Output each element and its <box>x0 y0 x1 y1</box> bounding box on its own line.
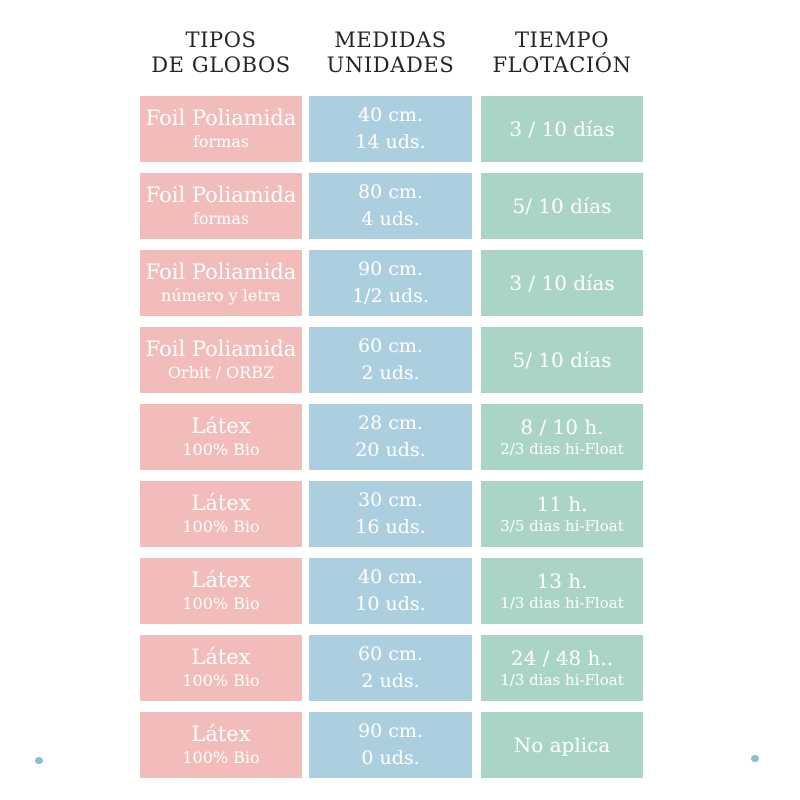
float-cell: No aplica <box>481 712 643 778</box>
type-cell: Foil Poliamida formas <box>140 173 302 239</box>
type-sublabel: número y letra <box>161 285 281 305</box>
table-rows: Foil Poliamida formas 40 cm. 14 uds. 3 /… <box>140 96 643 778</box>
table-row: Látex 100% Bio 30 cm. 16 uds. 11 h. 3/5 … <box>140 481 643 547</box>
type-cell: Foil Poliamida Orbit / ORBZ <box>140 327 302 393</box>
units-label: 16 uds. <box>355 516 426 538</box>
units-label: 20 uds. <box>355 439 426 461</box>
float-cell: 5/ 10 días <box>481 173 643 239</box>
size-label: 90 cm. <box>358 258 423 280</box>
size-cell: 40 cm. 10 uds. <box>309 558 472 624</box>
size-label: 30 cm. <box>358 489 423 511</box>
size-cell: 90 cm. 0 uds. <box>309 712 472 778</box>
type-sublabel: 100% Bio <box>182 439 260 459</box>
table-row: Foil Poliamida formas 40 cm. 14 uds. 3 /… <box>140 96 643 162</box>
type-label: Látex <box>191 721 251 746</box>
size-label: 80 cm. <box>358 181 423 203</box>
header-line-2: UNIDADES <box>326 53 455 77</box>
type-cell: Foil Poliamida número y letra <box>140 250 302 316</box>
float-label: 13 h. <box>536 569 588 593</box>
decor-dot-right <box>751 755 759 762</box>
table-row: Foil Poliamida formas 80 cm. 4 uds. 5/ 1… <box>140 173 643 239</box>
type-label: Látex <box>191 413 251 438</box>
units-label: 10 uds. <box>355 593 426 615</box>
type-sublabel: 100% Bio <box>182 747 260 767</box>
size-cell: 60 cm. 2 uds. <box>309 327 472 393</box>
type-sublabel: 100% Bio <box>182 516 260 536</box>
float-cell: 11 h. 3/5 dias hi-Float <box>481 481 643 547</box>
size-label: 60 cm. <box>358 643 423 665</box>
decor-dot-left <box>35 757 43 764</box>
size-cell: 60 cm. 2 uds. <box>309 635 472 701</box>
size-label: 40 cm. <box>358 566 423 588</box>
float-cell: 3 / 10 días <box>481 96 643 162</box>
float-cell: 13 h. 1/3 dias hi-Float <box>481 558 643 624</box>
units-label: 2 uds. <box>361 670 420 692</box>
float-cell: 8 / 10 h. 2/3 dias hi-Float <box>481 404 643 470</box>
type-label: Foil Poliamida <box>145 336 297 361</box>
float-label: 8 / 10 h. <box>520 415 604 439</box>
units-label: 14 uds. <box>355 131 426 153</box>
type-sublabel: formas <box>192 131 250 151</box>
type-cell: Látex 100% Bio <box>140 481 302 547</box>
float-label: 5/ 10 días <box>512 348 612 372</box>
units-label: 0 uds. <box>361 747 420 769</box>
type-label: Foil Poliamida <box>145 259 297 284</box>
float-sublabel: 1/3 dias hi-Float <box>500 594 624 612</box>
type-sublabel: Orbit / ORBZ <box>167 362 275 382</box>
header-line-1: TIPOS <box>185 28 257 52</box>
table-row: Foil Poliamida número y letra 90 cm. 1/2… <box>140 250 643 316</box>
units-label: 2 uds. <box>361 362 420 384</box>
type-sublabel: formas <box>192 208 250 228</box>
table-row: Látex 100% Bio 60 cm. 2 uds. 24 / 48 h..… <box>140 635 643 701</box>
type-sublabel: 100% Bio <box>182 593 260 613</box>
float-label: 11 h. <box>536 492 588 516</box>
size-label: 28 cm. <box>358 412 423 434</box>
type-sublabel: 100% Bio <box>182 670 260 690</box>
float-sublabel: 2/3 dias hi-Float <box>500 440 624 458</box>
header-medidas-unidades: MEDIDAS UNIDADES <box>309 28 472 78</box>
type-cell: Látex 100% Bio <box>140 558 302 624</box>
float-label: 24 / 48 h.. <box>510 646 614 670</box>
float-cell: 5/ 10 días <box>481 327 643 393</box>
header-tiempo-flotacion: TIEMPO FLOTACIÓN <box>481 28 643 78</box>
type-label: Látex <box>191 644 251 669</box>
header-line-2: DE GLOBOS <box>151 53 291 77</box>
header-tipos-de-globos: TIPOS DE GLOBOS <box>140 28 302 78</box>
type-cell: Látex 100% Bio <box>140 404 302 470</box>
type-label: Látex <box>191 490 251 515</box>
table-row: Látex 100% Bio 40 cm. 10 uds. 13 h. 1/3 … <box>140 558 643 624</box>
table-row: Látex 100% Bio 28 cm. 20 uds. 8 / 10 h. … <box>140 404 643 470</box>
float-label: No aplica <box>513 733 611 757</box>
float-label: 3 / 10 días <box>509 271 615 295</box>
size-cell: 90 cm. 1/2 uds. <box>309 250 472 316</box>
float-sublabel: 1/3 dias hi-Float <box>500 671 624 689</box>
float-sublabel: 3/5 dias hi-Float <box>500 517 624 535</box>
type-label: Foil Poliamida <box>145 182 297 207</box>
type-label: Foil Poliamida <box>145 105 297 130</box>
table-header-row: TIPOS DE GLOBOS MEDIDAS UNIDADES TIEMPO … <box>140 28 643 78</box>
units-label: 1/2 uds. <box>352 285 429 307</box>
table-row: Látex 100% Bio 90 cm. 0 uds. No aplica <box>140 712 643 778</box>
header-line-1: MEDIDAS <box>334 28 447 52</box>
size-cell: 28 cm. 20 uds. <box>309 404 472 470</box>
table-row: Foil Poliamida Orbit / ORBZ 60 cm. 2 uds… <box>140 327 643 393</box>
type-label: Látex <box>191 567 251 592</box>
type-cell: Foil Poliamida formas <box>140 96 302 162</box>
size-cell: 30 cm. 16 uds. <box>309 481 472 547</box>
float-cell: 24 / 48 h.. 1/3 dias hi-Float <box>481 635 643 701</box>
float-label: 3 / 10 días <box>509 117 615 141</box>
type-cell: Látex 100% Bio <box>140 712 302 778</box>
float-label: 5/ 10 días <box>512 194 612 218</box>
header-line-2: FLOTACIÓN <box>492 53 632 77</box>
float-cell: 3 / 10 días <box>481 250 643 316</box>
size-label: 40 cm. <box>358 104 423 126</box>
units-label: 4 uds. <box>361 208 420 230</box>
header-line-1: TIEMPO <box>514 28 610 52</box>
size-label: 60 cm. <box>358 335 423 357</box>
size-cell: 80 cm. 4 uds. <box>309 173 472 239</box>
size-label: 90 cm. <box>358 720 423 742</box>
type-cell: Látex 100% Bio <box>140 635 302 701</box>
size-cell: 40 cm. 14 uds. <box>309 96 472 162</box>
